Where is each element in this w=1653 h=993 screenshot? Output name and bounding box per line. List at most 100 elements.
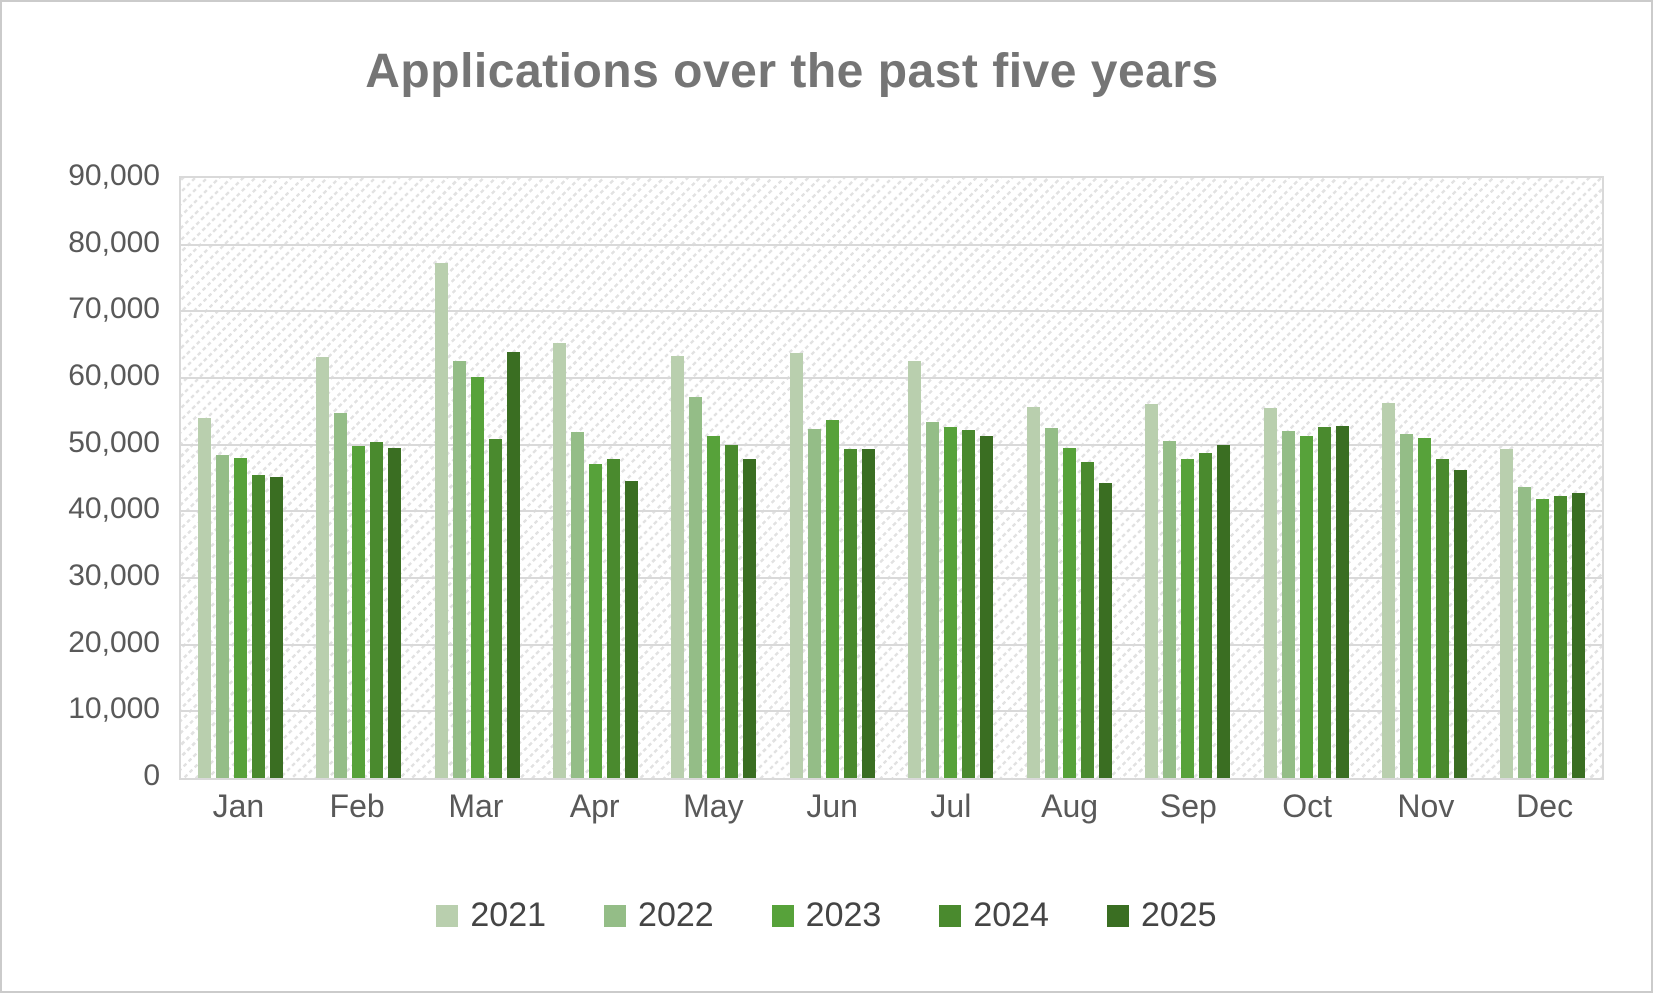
legend-swatch-icon bbox=[604, 904, 627, 927]
bar-2025-feb bbox=[388, 448, 402, 778]
bar-2021-aug bbox=[1026, 407, 1040, 778]
x-axis-label-jun: Jun bbox=[806, 788, 858, 824]
bar-2024-jun bbox=[843, 449, 857, 778]
bar-2023-may bbox=[707, 436, 721, 778]
bar-2021-nov bbox=[1381, 402, 1395, 778]
legend-swatch-icon bbox=[436, 904, 459, 927]
bar-2022-may bbox=[689, 396, 703, 778]
bar-2023-oct bbox=[1299, 436, 1313, 778]
bar-2023-jun bbox=[825, 420, 839, 778]
bar-2024-oct bbox=[1317, 427, 1331, 778]
legend-label: 2025 bbox=[1140, 896, 1217, 934]
bar-2021-jul bbox=[908, 361, 922, 778]
bar-2025-may bbox=[743, 459, 757, 778]
y-tick-label: 80,000 bbox=[68, 225, 160, 259]
gridline bbox=[181, 710, 1602, 713]
bar-2023-dec bbox=[1536, 499, 1550, 778]
legend-swatch-icon bbox=[1106, 904, 1129, 927]
x-axis-label-jan: Jan bbox=[212, 788, 265, 824]
bar-2022-oct bbox=[1281, 430, 1295, 778]
y-tick-label: 60,000 bbox=[68, 359, 160, 392]
bar-2022-jul bbox=[926, 422, 940, 778]
chart-title: Applications over the past five years bbox=[365, 45, 1219, 98]
legend-item-2024: 2024 bbox=[939, 896, 1049, 935]
x-axis-label-aug: Aug bbox=[1041, 788, 1099, 824]
bar-2024-sep bbox=[1199, 453, 1213, 778]
bar-2023-jan bbox=[233, 458, 247, 778]
bar-2021-oct bbox=[1263, 408, 1277, 778]
bar-2024-apr bbox=[606, 458, 620, 778]
bar-2024-dec bbox=[1554, 496, 1568, 778]
bar-2025-oct bbox=[1335, 426, 1349, 778]
bar-group-dec bbox=[1484, 178, 1602, 778]
y-tick-label: 30,000 bbox=[68, 559, 160, 592]
bar-2023-sep bbox=[1181, 458, 1195, 778]
bar-2022-dec bbox=[1518, 486, 1532, 778]
bar-2021-feb bbox=[316, 356, 330, 778]
bar-2024-mar bbox=[488, 438, 502, 778]
bar-2025-sep bbox=[1217, 444, 1231, 778]
x-axis-label-apr: Apr bbox=[569, 788, 620, 824]
bar-group-may bbox=[655, 178, 773, 778]
bar-2022-feb bbox=[334, 412, 348, 778]
legend-item-2025: 2025 bbox=[1106, 896, 1217, 935]
bar-2023-apr bbox=[588, 464, 602, 778]
bar-2024-jan bbox=[251, 474, 265, 778]
bar-2022-jan bbox=[215, 455, 229, 778]
legend: 2021 2022 2023 2024 2025 bbox=[2, 896, 1651, 935]
bar-2025-dec bbox=[1572, 492, 1586, 778]
bar-2021-jan bbox=[197, 418, 211, 778]
bar-2023-jul bbox=[944, 426, 958, 778]
bar-2023-aug bbox=[1062, 448, 1076, 778]
x-axis: Jan Feb Mar Apr May Jun Jul Aug Sep Oct Nov Dec bbox=[179, 788, 1604, 825]
x-axis-label-sep: Sep bbox=[1159, 788, 1217, 824]
gridline bbox=[181, 443, 1602, 446]
bar-2021-sep bbox=[1145, 404, 1159, 778]
bar-group-sep bbox=[1128, 178, 1246, 778]
bar-2024-jul bbox=[962, 430, 976, 778]
bar-2024-may bbox=[725, 444, 739, 778]
bar-2024-feb bbox=[370, 442, 384, 778]
y-tick-label: 70,000 bbox=[68, 292, 160, 326]
y-tick-label: 40,000 bbox=[68, 492, 160, 526]
y-axis: 0 10,000 20,000 30,000 40,000 50,000 60,000 70,… bbox=[2, 159, 160, 792]
bar-group-nov bbox=[1365, 178, 1483, 778]
bar-2021-dec bbox=[1500, 448, 1514, 778]
bar-2024-aug bbox=[1080, 462, 1094, 778]
bar-2021-mar bbox=[434, 262, 448, 778]
bar-2025-mar bbox=[506, 352, 520, 778]
bar-2023-nov bbox=[1417, 438, 1431, 778]
bar-2024-nov bbox=[1435, 458, 1449, 778]
gridline bbox=[181, 643, 1602, 646]
x-axis-label-jul: Jul bbox=[930, 788, 972, 824]
bar-group-jan bbox=[181, 178, 299, 778]
gridline bbox=[181, 310, 1602, 313]
y-tick-label: 90,000 bbox=[68, 159, 160, 192]
legend-label: 2024 bbox=[973, 896, 1049, 934]
legend-item-2022: 2022 bbox=[604, 896, 714, 935]
legend-label: 2022 bbox=[638, 896, 714, 934]
gridline bbox=[181, 377, 1602, 379]
gridline bbox=[181, 577, 1602, 579]
y-tick-label: 10,000 bbox=[68, 692, 160, 726]
legend-swatch-icon bbox=[939, 904, 962, 927]
bar-2022-mar bbox=[452, 360, 466, 778]
plot-area bbox=[179, 176, 1604, 780]
bar-2022-apr bbox=[570, 432, 584, 778]
bar-2025-aug bbox=[1098, 482, 1112, 778]
bar-2022-nov bbox=[1399, 434, 1413, 778]
bar-group-apr bbox=[536, 178, 654, 778]
bar-2025-apr bbox=[624, 481, 638, 778]
x-axis-label-mar: Mar bbox=[448, 788, 504, 824]
bar-group-aug bbox=[1010, 178, 1128, 778]
legend-item-2023: 2023 bbox=[771, 896, 882, 935]
bars-layer bbox=[181, 178, 1602, 778]
bar-group-jul bbox=[892, 178, 1010, 778]
gridline bbox=[181, 243, 1602, 246]
bar-group-oct bbox=[1247, 178, 1365, 778]
legend-item-2021: 2021 bbox=[436, 896, 546, 935]
bar-2025-jul bbox=[980, 436, 994, 778]
legend-label: 2023 bbox=[805, 896, 882, 934]
bar-2025-nov bbox=[1453, 470, 1467, 778]
